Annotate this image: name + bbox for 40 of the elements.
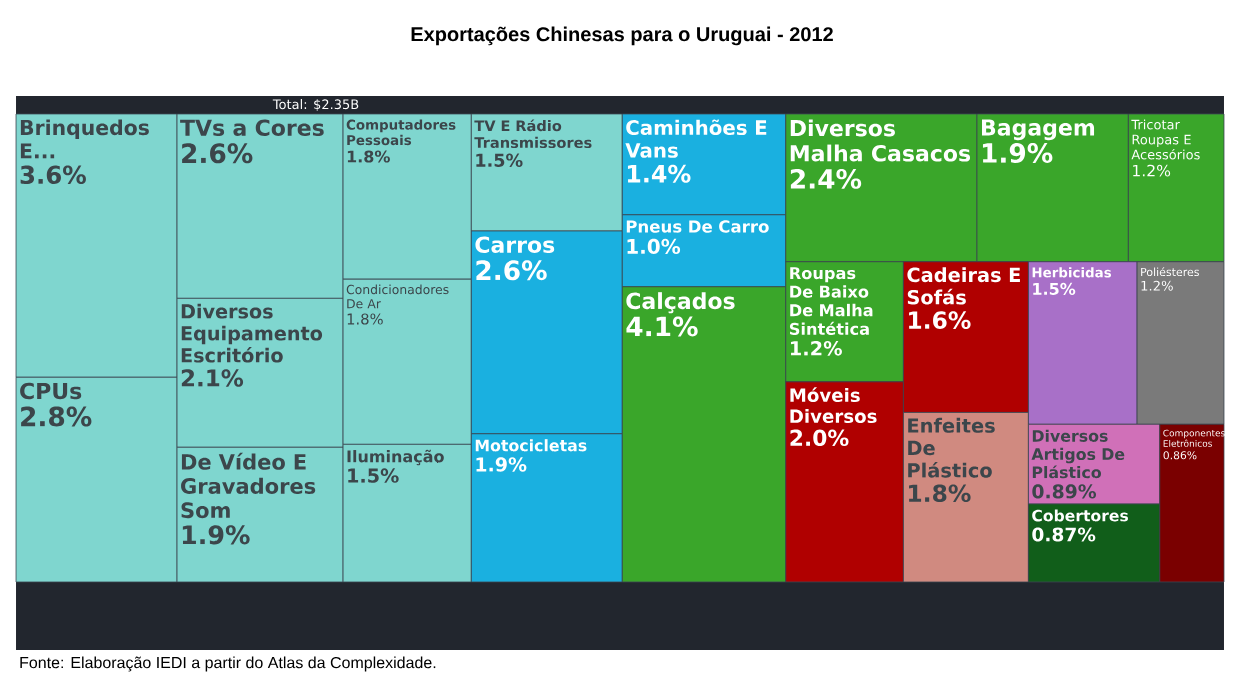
category-label: Iluminação: [347, 449, 444, 466]
data-label: 2.1%: [181, 369, 244, 387]
data-label: 2.0%: [790, 429, 849, 447]
category-label: Enfeites De Plástico: [908, 417, 995, 478]
data-label: 2.4%: [790, 168, 862, 189]
category-label: Diversos Equipamento Escritório: [181, 303, 323, 363]
category-label: CPUs: [20, 382, 82, 400]
data-label: 4.1%: [626, 316, 698, 337]
data-label: 2.6%: [182, 143, 253, 164]
category-label: Carros: [475, 236, 555, 254]
data-label: 1.4%: [627, 164, 691, 183]
text: Exportações Chinesas para o Uruguai - 2012: [411, 26, 833, 46]
category-label: Calçados: [626, 292, 735, 314]
data-label: 1.9%: [182, 525, 250, 545]
data-label: 0.87%: [1032, 527, 1096, 542]
data-label: 1.0%: [627, 238, 681, 254]
category-label: Móveis Diversos: [790, 387, 877, 424]
category-label: TVs a Cores: [180, 119, 324, 137]
category-label: Bagagem: [982, 119, 1095, 141]
data-label: 3.6%: [20, 165, 86, 185]
data-label: 1.9%: [476, 457, 527, 472]
category-label: Roupas De Baixo De Malha Sintética: [789, 267, 873, 335]
data-label: 2.6%: [476, 260, 547, 281]
data-label: 1.5%: [348, 468, 399, 483]
data-label: 1.6%: [909, 311, 971, 330]
category-label: Brinquedos E...: [20, 119, 149, 159]
data-label: 1.8%: [909, 484, 971, 503]
source-note: Fonte: Elaboração IEDI a partir do Atlas da Complexidade.: [20, 656, 436, 672]
data-label: 1.5%: [476, 153, 523, 167]
data-label: 2.8%: [21, 406, 92, 427]
category-label: Cadeiras E Sofás: [907, 267, 1020, 305]
data-label: 1.8%: [347, 150, 390, 163]
category-label: Diversos Malha Casacos: [790, 119, 971, 162]
data-label: 1.5%: [1033, 282, 1076, 295]
category-label: Caminhões E Vans: [625, 119, 767, 158]
data-label: 1.2%: [790, 340, 842, 356]
category-label: De Vídeo E Gravadores Som: [181, 452, 316, 519]
data-label: 0.89%: [1032, 484, 1097, 499]
category-label: Pneus De Carro: [626, 220, 769, 233]
data-label: 1.9%: [982, 143, 1053, 163]
